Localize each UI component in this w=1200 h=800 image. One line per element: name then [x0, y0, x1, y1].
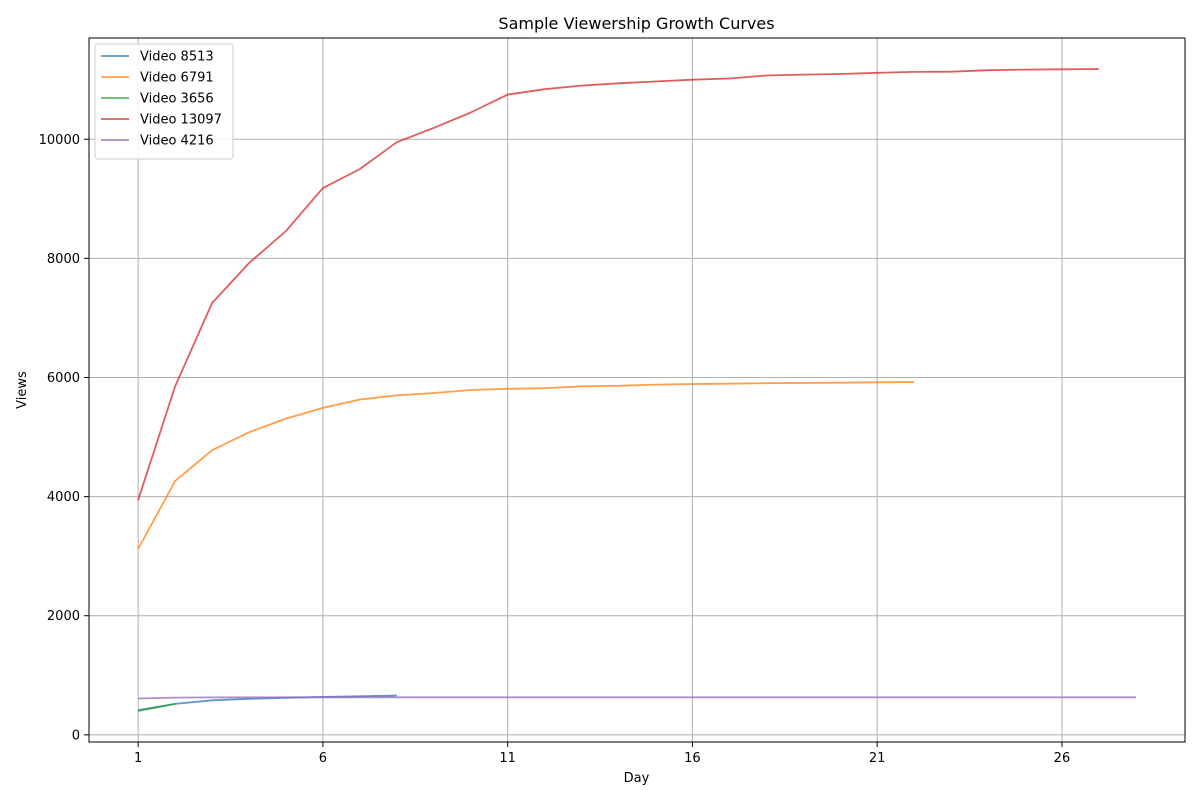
plot-frame [88, 37, 1186, 743]
x-tick-label: 6 [319, 751, 327, 766]
y-axis-title: Views [15, 371, 30, 409]
y-tick-label: 2000 [47, 609, 80, 624]
legend-label-5: Video 4216 [140, 134, 214, 149]
series-line-3 [137, 703, 176, 712]
legend-label-1: Video 8513 [140, 50, 214, 65]
x-tick-label: 1 [134, 751, 142, 766]
series-line-2 [137, 381, 915, 550]
series-line-4 [137, 68, 1099, 501]
series-line-5 [138, 696, 1136, 700]
legend-box [94, 43, 234, 160]
legend-label-4: Video 13097 [140, 113, 222, 128]
y-tick-label: 8000 [47, 252, 80, 267]
y-tick-label: 6000 [47, 371, 80, 386]
series-lines [137, 68, 1136, 712]
x-tick-label: 21 [869, 751, 886, 766]
x-tick-label: 11 [499, 751, 516, 766]
grid-lines [89, 38, 1185, 742]
y-tick-label: 4000 [47, 490, 80, 505]
y-tick-label: 0 [72, 728, 80, 743]
x-tick-label: 26 [1054, 751, 1071, 766]
x-tick-label: 16 [684, 751, 701, 766]
legend-label-2: Video 6791 [140, 71, 214, 86]
x-axis-title: Day [624, 771, 650, 786]
legend: Video 8513 Video 6791 Video 3656 Video 1309… [94, 43, 234, 160]
chart-title: Sample Viewership Growth Curves [498, 14, 774, 33]
legend-label-3: Video 3656 [140, 92, 214, 107]
y-tick-label: 10000 [39, 133, 80, 148]
